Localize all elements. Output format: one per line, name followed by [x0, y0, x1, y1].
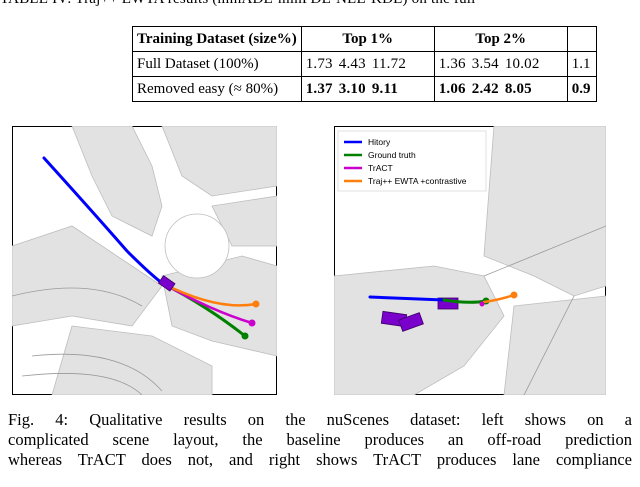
- legend-label: Hitory: [368, 137, 391, 147]
- traj-ewta-end: [510, 291, 518, 299]
- row-label: Removed easy (≈ 80%): [132, 76, 302, 102]
- table-row: Full Dataset (100%) 1.73 4.43 11.72 1.36 3.…: [132, 51, 597, 77]
- header-top1: Top 1%: [300, 26, 435, 52]
- table-caption: TABLE IV: Traj++ EWTA results (minADE-mi…: [0, 0, 640, 8]
- traj-ewta-end: [252, 300, 260, 308]
- road-map: [12, 126, 277, 395]
- legend-label: Ground truth: [368, 150, 416, 160]
- parked-vehicles: [380, 297, 459, 332]
- header-top2: Top 2%: [433, 26, 568, 52]
- extra-cell: 1.1: [566, 51, 597, 77]
- history-path: [42, 156, 164, 285]
- caption-line: complicated scene layout, the baseline p…: [8, 430, 632, 449]
- top1-cell: 1.37 3.10 9.11: [300, 76, 435, 102]
- lane-lines: [483, 225, 606, 395]
- ego-vehicle: [157, 275, 176, 292]
- tract-end: [479, 301, 485, 307]
- top2-cell: 1.36 3.54 10.02: [433, 51, 568, 77]
- traj-ewta-path: [160, 281, 258, 307]
- extra-cell: 0.9: [566, 76, 597, 102]
- lane-lines: [12, 287, 163, 395]
- history-path: [368, 295, 446, 302]
- results-table: Training Dataset (size%) Top 1% Top 2% F…: [132, 26, 597, 102]
- row-label: Full Dataset (100%): [132, 51, 302, 77]
- figure-caption: Fig. 4: Qualitative results on the nuSce…: [8, 410, 632, 470]
- ground-truth-end: [241, 332, 249, 340]
- top1-cell: 1.73 4.43 11.72: [300, 51, 435, 77]
- table-header-row: Training Dataset (size%) Top 1% Top 2%: [132, 26, 597, 52]
- top2-cell: 1.06 2.42 8.05: [433, 76, 568, 102]
- legend: Hitory Ground truth TrACT Traj++ EWTA +c…: [337, 130, 487, 192]
- right-scene-figure: Hitory Ground truth TrACT Traj++ EWTA +c…: [334, 126, 606, 395]
- legend-label: Traj++ EWTA +contrastive: [368, 176, 467, 186]
- caption-line: whereas TrACT does not, and right shows …: [8, 450, 632, 469]
- header-dataset: Training Dataset (size%): [132, 26, 302, 52]
- tract-end: [248, 319, 256, 327]
- left-scene-figure: [12, 126, 277, 395]
- legend-label: TrACT: [368, 163, 393, 173]
- table-row: Removed easy (≈ 80%) 1.37 3.10 9.11 1.06 2.…: [132, 76, 597, 102]
- roundabout-island: [164, 213, 230, 279]
- caption-line: Fig. 4: Qualitative results on the nuSce…: [8, 410, 632, 429]
- header-extra: [566, 26, 597, 52]
